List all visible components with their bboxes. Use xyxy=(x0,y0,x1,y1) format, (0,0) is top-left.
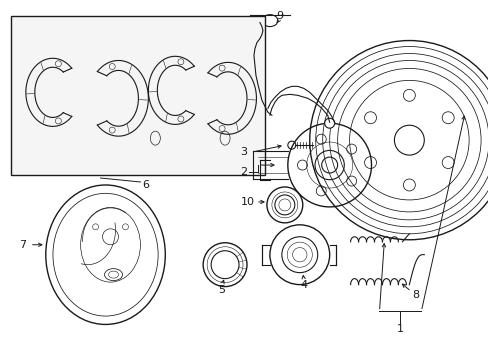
Text: 1: 1 xyxy=(396,324,403,334)
Text: 2: 2 xyxy=(240,167,247,177)
Text: 10: 10 xyxy=(241,197,254,207)
Text: 3: 3 xyxy=(240,147,247,157)
Bar xyxy=(11,15,264,175)
Text: 5: 5 xyxy=(218,284,225,294)
Text: 8: 8 xyxy=(411,289,418,300)
Text: 4: 4 xyxy=(300,280,306,289)
Circle shape xyxy=(324,118,334,128)
Text: 7: 7 xyxy=(19,240,26,250)
Text: 9: 9 xyxy=(276,11,283,21)
Text: 6: 6 xyxy=(142,180,148,190)
